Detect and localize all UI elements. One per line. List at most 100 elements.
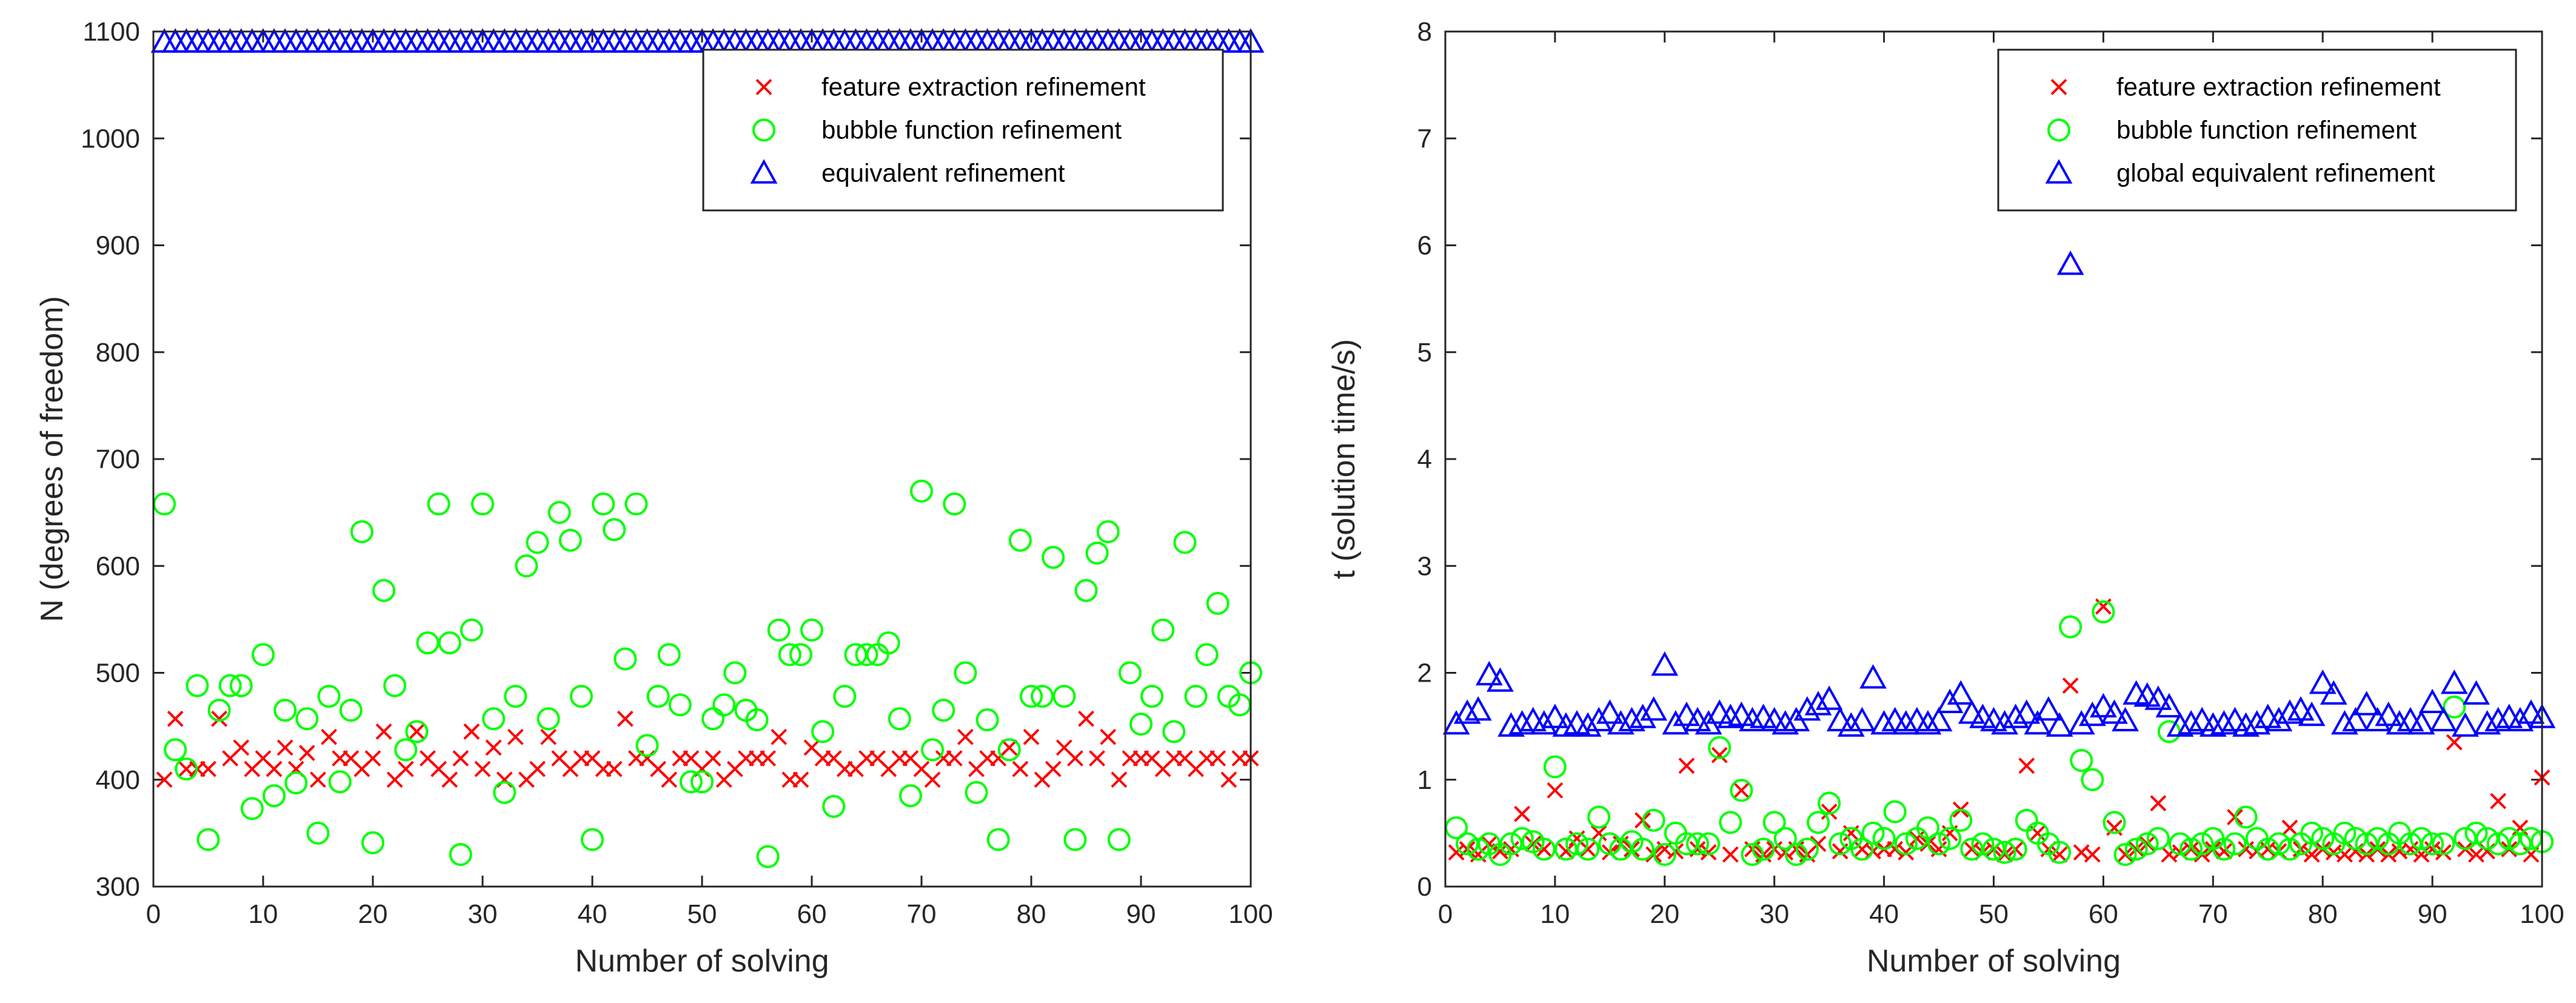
data-point [558,528,582,552]
legend-entry: global equivalent refinement [2116,159,2435,187]
data-point [295,707,319,731]
data-point [263,784,286,808]
data-point [986,828,1010,851]
data-point [822,794,846,818]
data-point [1497,712,1525,737]
data-point [1872,827,1896,850]
series-2 [153,479,1262,868]
data-point [617,710,634,727]
data-point [1821,803,1838,820]
data-point [2144,685,2172,710]
data-point [646,685,670,708]
data-point [1653,843,1676,867]
data-point [2490,793,2507,810]
y-tick-label: 5 [1417,338,1432,367]
data-point [408,723,425,740]
data-point [2190,832,2214,856]
x-axis-label: Number of solving [1867,944,2121,979]
data-point [2276,699,2304,724]
data-point [1993,840,2016,864]
data-point [416,631,440,655]
data-point [921,738,945,762]
data-point [156,771,173,788]
data-point [1074,579,1098,602]
data-point [2081,768,2104,791]
data-point [2092,600,2115,624]
data-point [2386,709,2414,735]
data-point [1784,843,1808,867]
data-point [668,693,692,717]
data-point [1991,709,2018,735]
data-point [1206,591,1229,615]
data-point [493,780,517,804]
data-point [364,750,381,767]
chart-panel-2: 0 10 20 30 40 50 60 70 80 90 100 0 1 2 3 4 5 6 7 8 Number of… [1326,17,2564,979]
x-tick-label: 90 [1126,899,1156,929]
data-point [1499,832,1523,856]
data-point [1960,837,1984,861]
data-point [2223,832,2247,856]
data-point [898,784,922,808]
data-point [2375,701,2403,726]
data-point [2048,840,2072,864]
data-point [1536,840,1553,857]
y-tick-label: 2 [1417,659,1432,688]
data-point [1530,709,1558,735]
data-point [507,728,524,745]
data-point [1916,816,1939,840]
data-point [394,738,418,762]
data-point [1859,664,1887,689]
data-point [1971,832,1995,856]
data-point [624,492,648,516]
data-point [606,760,623,777]
y-tick-label: 8 [1417,17,1432,47]
data-point [592,492,615,516]
legend-marker [2045,159,2073,184]
data-point [460,619,483,642]
data-point [1618,706,1645,732]
data-point [485,739,502,756]
data-point [397,760,414,777]
data-point [1810,836,1827,852]
data-point [2435,844,2452,861]
data-point [1925,706,1953,732]
data-point [547,501,571,525]
data-point [1751,837,1775,861]
data-point [1587,805,1611,829]
data-point [1673,701,1701,726]
data-point [229,674,253,697]
y-axis-label: t (solution time/s) [1326,339,1362,579]
data-point [452,750,469,767]
data-point [540,728,557,745]
data-point [2101,699,2128,724]
data-point [2112,706,2139,732]
data-point [2103,811,2126,834]
data-point [1826,706,1854,732]
data-point [2166,712,2194,737]
data-point [164,738,187,762]
data-point [924,771,941,788]
data-point [2232,712,2260,737]
y-axis-label: N (degrees of freedom) [35,296,70,622]
data-point [1700,844,1717,861]
data-point [691,770,714,794]
data-point [1078,710,1094,727]
data-point [2512,819,2529,836]
data-point [1678,757,1695,774]
data-point [1052,685,1076,708]
data-point [1762,811,1786,834]
data-point [1541,703,1569,728]
data-point [375,723,392,740]
data-point [273,699,297,722]
data-point [2486,832,2510,856]
data-point [1722,846,1739,863]
data-point [1475,660,1503,686]
data-point [569,685,593,708]
data-point [2303,846,2320,863]
data-point [350,520,373,543]
data-point [1651,651,1679,676]
data-point [2256,837,2280,861]
data-point [1804,691,1832,716]
data-point [2113,843,2137,867]
data-point [2446,734,2463,751]
